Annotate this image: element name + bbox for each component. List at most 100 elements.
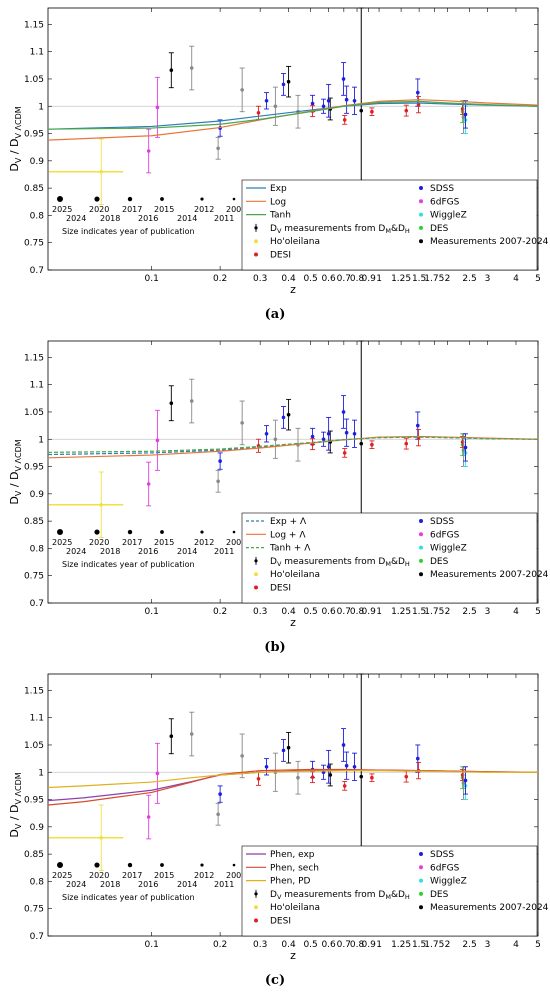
data-point [341, 410, 346, 414]
legend-label-part: M [385, 227, 391, 235]
x-tick-label: 0.4 [281, 607, 296, 617]
y-axis-label-part: D [8, 163, 21, 171]
legend-label-part: H [405, 560, 410, 568]
data-point [189, 66, 194, 70]
legend-label: DV measurements from DM&DH [270, 557, 410, 568]
legend-entry-left: Ho'oleilana [254, 570, 320, 580]
x-tick-label: 0.8 [350, 274, 365, 284]
data-point [256, 111, 261, 115]
year-label-top: 2015 [154, 205, 174, 214]
year-label-bottom: 2014 [177, 214, 197, 223]
legend-label: DES [430, 890, 449, 900]
year-label-top: 2025 [52, 538, 72, 547]
legend-label: Exp [270, 184, 287, 194]
data-point [370, 109, 374, 114]
panel-caption: (c) [265, 973, 285, 988]
data-point [256, 777, 261, 781]
y-tick-label: 1 [38, 768, 44, 778]
year-label-top: 2017 [122, 538, 142, 547]
legend-label: Tanh + Λ [269, 544, 311, 554]
legend-marker [419, 519, 423, 523]
data-point [218, 792, 222, 796]
x-tick-label: 5 [535, 607, 541, 617]
data-point [461, 448, 466, 452]
size-dot [57, 862, 63, 869]
legend-box [241, 179, 538, 271]
legend-label-part: D [270, 890, 277, 900]
data-point [264, 431, 269, 436]
size-dot [160, 197, 164, 201]
legend-entry-right: SDSS [419, 184, 454, 194]
size-note: Size indicates year of publication [62, 560, 195, 569]
data-point [461, 781, 466, 785]
data-point [155, 438, 160, 443]
year-label-bottom: 2016 [138, 214, 158, 223]
y-tick-label: 0.75 [24, 905, 44, 915]
legend-label: DES [430, 224, 449, 234]
x-tick-label: 0.6 [321, 940, 336, 950]
year-label-top: 2025 [52, 205, 72, 214]
data-point [344, 430, 349, 435]
x-axis-label: z [290, 949, 296, 962]
data-point [169, 68, 174, 73]
data-point [342, 784, 347, 788]
data-point [326, 98, 331, 103]
legend-label-part: D [270, 557, 277, 567]
x-tick-label: 3 [485, 607, 491, 617]
x-tick-label: 0.7 [337, 940, 351, 950]
y-tick-label: 0.75 [24, 572, 44, 582]
legend-entry-left: DV measurements from DM&DH [254, 556, 410, 568]
data-point [359, 108, 364, 113]
legend-label-part: &D [391, 224, 405, 234]
x-tick-label: 0.7 [337, 274, 351, 284]
year-label-bottom: 2014 [177, 547, 197, 556]
data-point [240, 88, 244, 92]
legend-label-part: measurements from D [281, 557, 385, 567]
x-tick-label: 0.5 [303, 274, 317, 284]
year-label-bottom: 2011 [214, 214, 234, 223]
data-point [218, 459, 222, 463]
data-point [155, 105, 160, 110]
legend-label: Phen, exp [270, 850, 315, 860]
y-tick-label: 1 [38, 102, 44, 112]
x-tick-label: 0.5 [303, 940, 317, 950]
x-tick-label: 0.1 [145, 607, 159, 617]
size-legend: 2025 2020 2017 2015 2012 2007 2024 2018 2016 2014… [52, 196, 246, 236]
year-label-bottom: 2018 [100, 880, 120, 889]
year-label-bottom: 2018 [100, 547, 120, 556]
x-tick-label: 0.1 [145, 274, 159, 284]
legend-entry-right: DES [419, 890, 449, 900]
x-tick-label: 0.9 [361, 274, 376, 284]
legend-label-part: H [405, 893, 410, 901]
x-tick-label: 1.75 [424, 940, 444, 950]
legend-entry-left: Phen, exp [246, 850, 315, 860]
y-tick-label: 1.15 [24, 353, 44, 363]
legend-label: Ho'oleilana [270, 903, 320, 913]
legend-entry-left: Exp [246, 184, 287, 194]
year-label-top: 2020 [89, 871, 109, 880]
legend-marker [419, 865, 423, 870]
x-tick-label: 0.8 [350, 607, 365, 617]
legend-label: Log [270, 197, 286, 207]
legend-entry-right: Measurements 2007-2024 [419, 903, 549, 913]
x-tick-label: 1 [376, 940, 382, 950]
data-point [326, 431, 331, 436]
x-tick-label: 0.5 [303, 607, 317, 617]
data-point [216, 479, 220, 484]
legend-label: 6dFGS [430, 863, 460, 873]
data-point [326, 764, 331, 769]
legend-marker [419, 891, 423, 896]
y-tick-label: 0.8 [30, 877, 45, 887]
panel-caption: (b) [264, 640, 285, 655]
data-point [463, 445, 468, 450]
y-axis-label-part: D [8, 829, 21, 837]
data-point [273, 104, 278, 109]
data-point [415, 423, 420, 428]
legend-label-part: D [270, 224, 277, 234]
legend-entry-right: SDSS [419, 517, 454, 527]
y-axis-label-part: D [8, 496, 21, 504]
series-line-2 [47, 770, 538, 789]
x-tick-label: 0.3 [253, 607, 267, 617]
legend-label-part: measurements from D [281, 224, 385, 234]
legend-label-part: &D [391, 890, 405, 900]
